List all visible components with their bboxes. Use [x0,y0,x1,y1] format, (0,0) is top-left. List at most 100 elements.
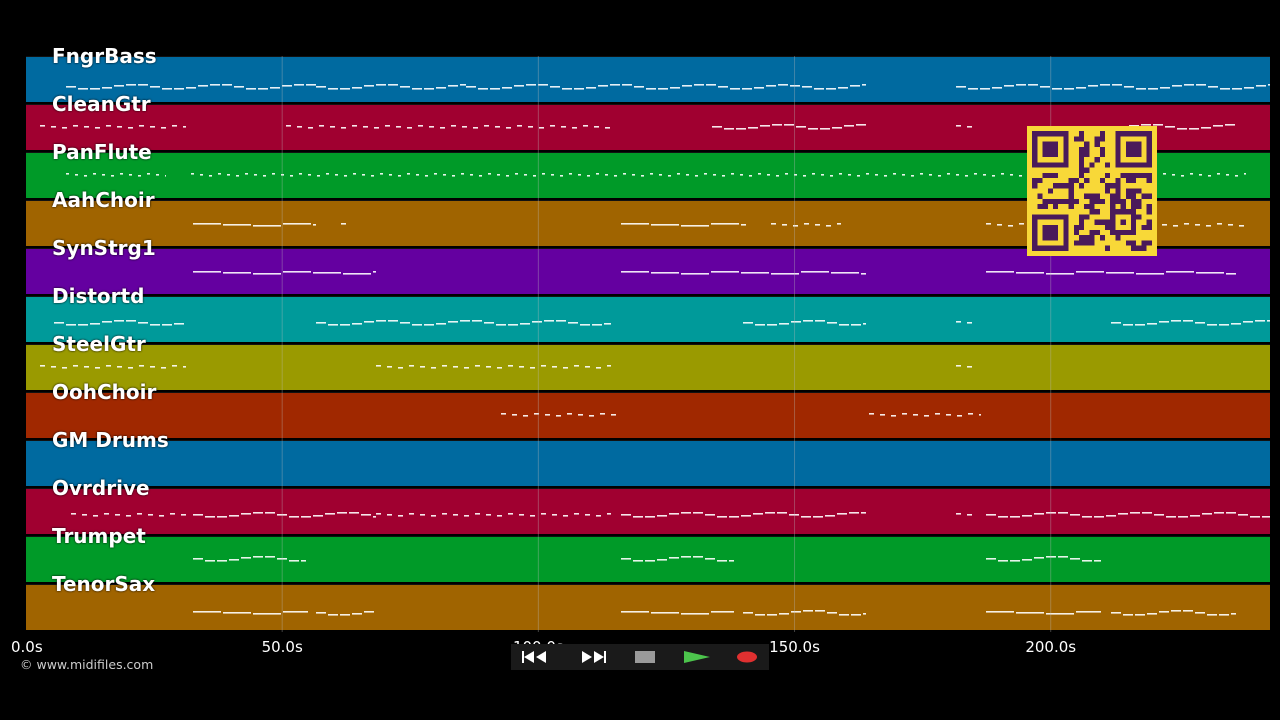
note [585,366,590,368]
note [117,126,122,128]
note [790,85,800,87]
note [1219,614,1229,616]
note [947,173,950,175]
note [217,516,227,518]
note [1019,223,1024,225]
note [429,126,434,128]
note [1147,323,1157,325]
note [967,322,972,324]
track-name: Ovrdrive [52,476,150,500]
note [62,127,67,129]
note [1094,516,1104,518]
note [803,610,813,612]
note [71,513,76,515]
note [1206,225,1211,227]
note [66,86,76,88]
rewind-button[interactable] [513,646,557,668]
note [502,87,512,89]
note [998,560,1008,562]
note [174,88,184,90]
note [530,515,535,517]
track-name: SteelGtr [52,332,146,356]
note [532,321,542,323]
note [306,84,316,86]
note [253,613,281,615]
note [1220,88,1230,90]
note [1082,560,1092,562]
note [767,614,777,616]
note [1171,320,1181,322]
note [66,324,76,326]
note [1238,514,1248,516]
note [448,85,458,87]
note [150,126,155,128]
note [956,365,961,367]
note [159,515,164,517]
note [552,514,557,516]
note [986,514,996,516]
note [330,126,335,128]
note [126,515,131,517]
note [541,365,546,367]
note [326,173,329,175]
note [484,125,489,127]
note [946,414,951,416]
note [755,614,765,616]
note [850,85,860,87]
note [1028,84,1038,86]
note [316,322,326,324]
note [1184,223,1189,225]
note [51,126,56,128]
note [506,127,511,129]
note [605,174,608,176]
note [193,223,221,225]
track-lane [26,584,1270,630]
note [75,174,78,176]
note [373,271,376,273]
note [541,513,546,515]
note [869,413,874,415]
note [1046,613,1074,615]
note [1046,556,1056,558]
note [398,515,403,517]
note [641,175,644,177]
note [711,611,734,613]
note [387,514,392,516]
note [1250,516,1260,518]
note [632,174,635,176]
note [742,88,752,90]
note [681,273,709,275]
note [286,125,291,127]
note [234,86,244,88]
note [218,173,221,175]
time-tick-label: 150.0s [769,638,820,656]
note [562,88,572,90]
note [376,84,386,86]
note [544,320,554,322]
stop-button[interactable] [623,646,667,668]
play-button[interactable] [675,646,719,668]
note [78,88,88,90]
note [1058,512,1068,514]
note [1076,611,1101,613]
note [508,513,513,515]
note [657,515,667,517]
note [183,366,186,368]
note [796,126,806,128]
note [120,173,123,175]
note [784,124,794,126]
note [561,126,566,128]
note [968,413,973,415]
note [515,173,518,175]
fast-forward-button[interactable] [571,646,615,668]
note [1196,84,1206,86]
note [604,323,611,325]
note [283,271,311,273]
record-button[interactable] [725,646,769,668]
note [669,513,679,515]
note [749,175,752,177]
note [968,88,978,90]
note [380,173,383,175]
note [464,367,469,369]
note [1163,173,1166,175]
